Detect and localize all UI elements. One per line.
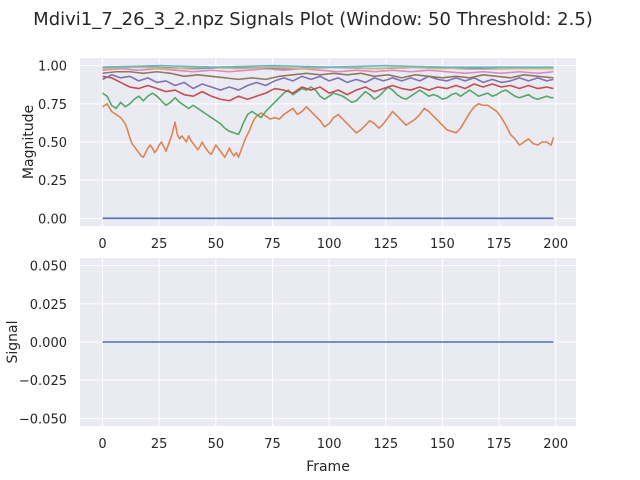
magnitude-axes: 0 25 50 75 100 125 150 175 200 0.00 0.25 0.50 0.75 1…: [21, 58, 576, 252]
signal-x-axis-label: Frame: [306, 459, 350, 475]
magnitude-x-tick-label: 150: [430, 237, 455, 252]
magnitude-y-tick-label: 0.25: [38, 174, 67, 189]
magnitude-y-tick-label: 0.00: [38, 212, 67, 227]
figure-title: Mdivi1_7_26_3_2.npz Signals Plot (Window…: [33, 9, 593, 30]
magnitude-x-tick-label: 0: [98, 237, 106, 252]
magnitude-x-tick-label: 125: [373, 237, 398, 252]
signal-y-tick-labels: −0.050 −0.025 0.000 0.025 0.050: [19, 260, 67, 428]
signal-y-tick-label: 0.000: [30, 336, 67, 351]
magnitude-y-tick-label: 0.50: [38, 136, 67, 151]
signal-x-tick-label: 125: [373, 437, 398, 452]
magnitude-y-tick-labels: 0.00 0.25 0.50 0.75 1.00: [38, 60, 67, 228]
magnitude-x-tick-label: 200: [543, 237, 568, 252]
magnitude-series-line-s1: [102, 103, 555, 159]
signal-y-tick-label: −0.050: [19, 412, 67, 427]
signal-y-tick-label: 0.050: [30, 260, 67, 275]
magnitude-x-tick-label: 50: [208, 237, 225, 252]
magnitude-series-line-s5: [102, 70, 554, 81]
magnitude-x-tick-label: 175: [487, 237, 512, 252]
magnitude-x-tick-label: 25: [151, 237, 168, 252]
magnitude-series-line-s2: [102, 86, 554, 136]
signal-y-tick-label: −0.025: [19, 374, 67, 389]
signal-axes: 0 25 50 75 100 125 150 175 200 −0.050 −0.025 0.000…: [5, 258, 576, 475]
magnitude-x-tick-labels: 0 25 50 75 100 125 150 175 200: [98, 237, 568, 252]
magnitude-x-tick-label: 75: [264, 237, 281, 252]
magnitude-series-line-s4: [102, 74, 554, 91]
signal-x-tick-label: 175: [487, 437, 512, 452]
signal-x-tick-label: 150: [430, 437, 455, 452]
signal-y-tick-label: 0.025: [30, 298, 67, 313]
signal-x-tick-label: 75: [264, 437, 281, 452]
magnitude-series-lines: [102, 64, 555, 220]
signal-y-axis-label: Signal: [5, 320, 21, 363]
magnitude-y-axis-label: Magnitude: [21, 105, 37, 179]
magnitude-y-tick-label: 1.00: [38, 60, 67, 75]
magnitude-y-tick-label: 0.75: [38, 98, 67, 113]
magnitude-series-line-s9: [102, 64, 554, 68]
magnitude-grid: [80, 58, 576, 226]
signal-x-tick-labels: 0 25 50 75 100 125 150 175 200: [98, 437, 568, 452]
signal-x-tick-label: 25: [151, 437, 168, 452]
signal-x-tick-label: 50: [208, 437, 225, 452]
signal-x-tick-label: 100: [317, 437, 342, 452]
magnitude-series-line-s3: [102, 75, 554, 102]
magnitude-x-tick-label: 100: [317, 237, 342, 252]
signal-x-tick-label: 0: [98, 437, 106, 452]
magnitude-series-line-s6: [102, 67, 554, 75]
signal-x-tick-label: 200: [543, 437, 568, 452]
